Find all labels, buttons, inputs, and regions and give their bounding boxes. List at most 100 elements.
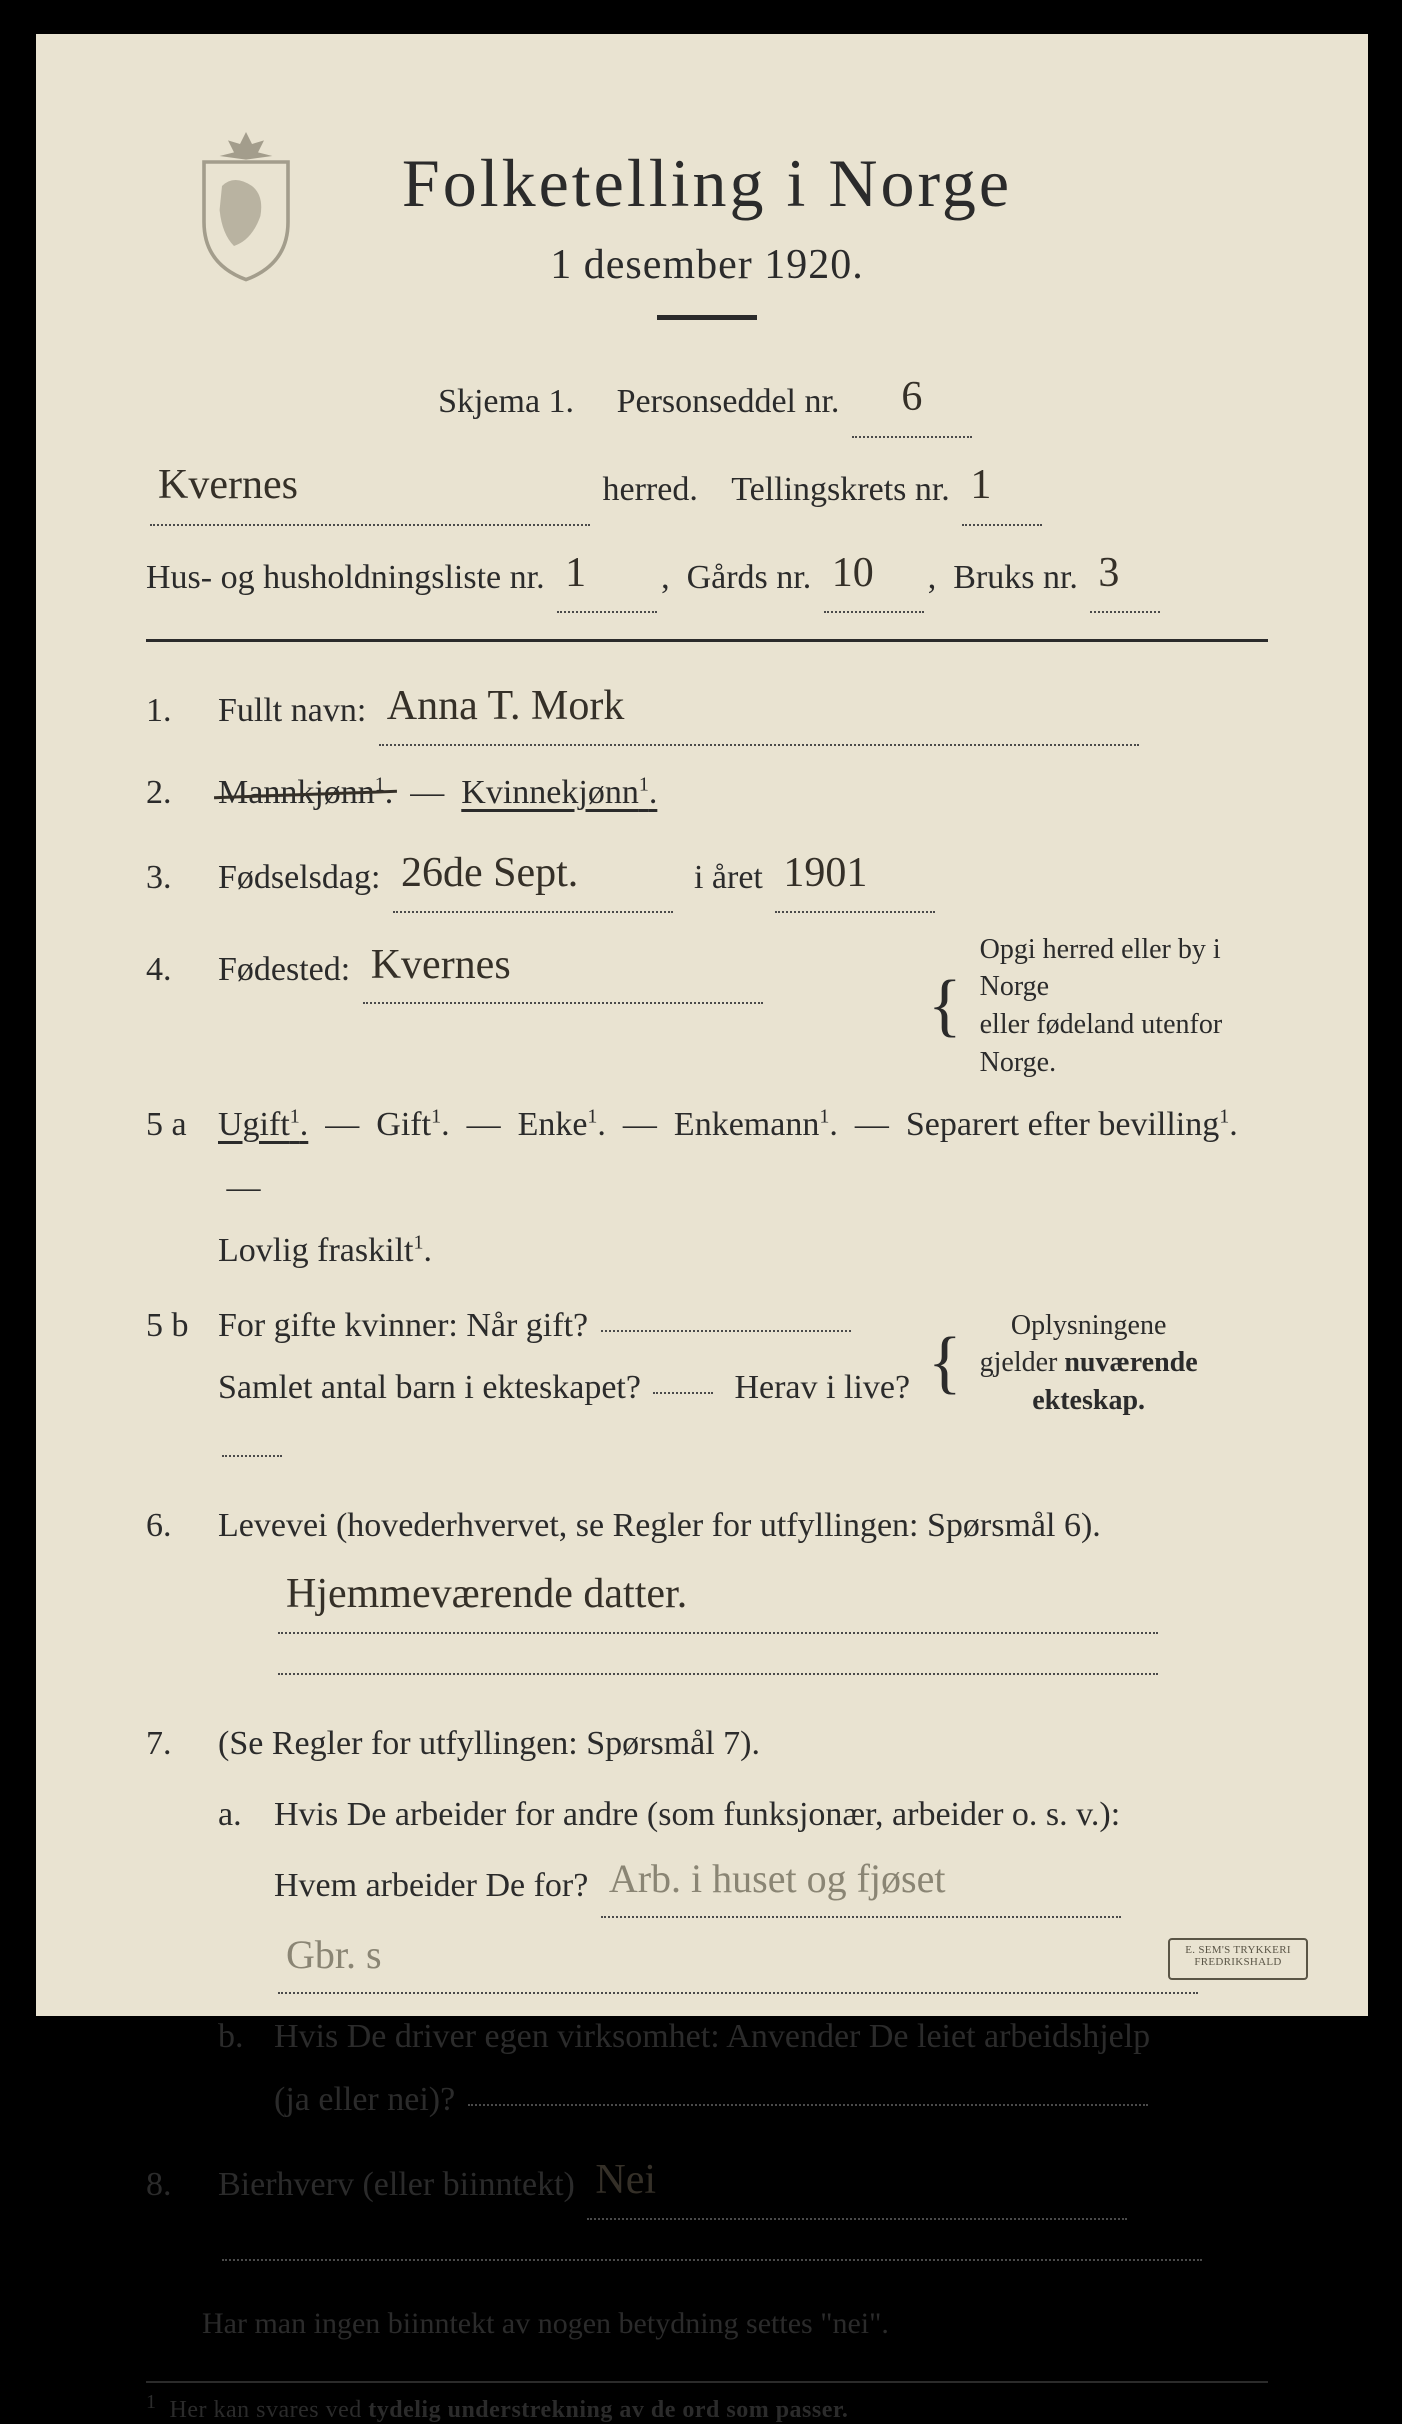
q1-num: 1. bbox=[146, 680, 198, 743]
stamp-l1: E. SEM'S TRYKKERI bbox=[1185, 1944, 1291, 1956]
q4-side-note: { Opgi herred eller by i Norge eller fød… bbox=[928, 931, 1268, 1082]
hus-line: Hus- og husholdningsliste nr. 1, Gårds n… bbox=[146, 536, 1268, 618]
gards-field: 10 bbox=[824, 532, 924, 614]
footnote-text: Her kan svares ved tydelig understreknin… bbox=[170, 2397, 849, 2423]
brace-icon: { bbox=[928, 973, 962, 1040]
q3-label: Fødselsdag: bbox=[218, 859, 380, 896]
header: Folketelling i Norge 1 desember 1920. bbox=[146, 144, 1268, 320]
q3-year-value: 1901 bbox=[775, 835, 875, 913]
q8-value: Nei bbox=[587, 2142, 664, 2220]
q4-label: Fødested: bbox=[218, 951, 350, 988]
q5b-l2b: Herav i live? bbox=[734, 1369, 910, 1406]
q7a-field-2: Gbr. s bbox=[278, 1918, 1198, 1994]
q5b-l2a: Samlet antal barn i ekteskapet? bbox=[218, 1369, 641, 1406]
q5b: 5 b { Oplysningene gjelder nuværende ekt… bbox=[146, 1295, 1268, 1484]
q7a-label: a. bbox=[218, 1784, 258, 1999]
herred-value: Kvernes bbox=[150, 446, 306, 526]
page-subtitle: 1 desember 1920. bbox=[146, 241, 1268, 289]
q5a-opt-1: Gift1. bbox=[376, 1106, 449, 1143]
herred-field: Kvernes bbox=[150, 444, 590, 526]
personseddel-value: 6 bbox=[893, 358, 930, 438]
hus-value: 1 bbox=[557, 534, 594, 614]
brace-icon: { bbox=[928, 1330, 962, 1397]
q4-note-1: Opgi herred eller by i Norge bbox=[980, 934, 1221, 1003]
q4-value: Kvernes bbox=[363, 927, 519, 1005]
footnote-marker: 1 bbox=[146, 2391, 157, 2413]
herred-line: Kvernes herred. Tellingskrets nr. 1 bbox=[146, 448, 1268, 530]
q3: 3. Fødselsdag: 26de Sept. i året 1901 bbox=[146, 837, 1268, 917]
q7a-field-1: Arb. i huset og fjøset bbox=[601, 1842, 1121, 1918]
q7a-l1: Hvis De arbeider for andre (som funksjon… bbox=[274, 1796, 1120, 1833]
footer-divider bbox=[146, 2381, 1268, 2383]
tellingskrets-label: Tellingskrets nr. bbox=[731, 471, 950, 508]
q5b-side-note: { Oplysningene gjelder nuværende ekteska… bbox=[928, 1307, 1268, 1420]
q1-label: Fullt navn: bbox=[218, 692, 366, 729]
bruks-value: 3 bbox=[1090, 534, 1127, 614]
q7-label: (Se Regler for utfyllingen: Spørsmål 7). bbox=[218, 1725, 760, 1762]
q6-label: Levevei (hovederhvervet, se Regler for u… bbox=[218, 1507, 1101, 1544]
q5b-num: 5 b bbox=[146, 1295, 198, 1358]
q1: 1. Fullt navn: Anna T. Mork bbox=[146, 670, 1268, 750]
q7b-l2: (ja eller nei)? bbox=[274, 2081, 455, 2118]
q5a: 5 a Ugift1. — Gift1. — Enke1. — Enkemann… bbox=[146, 1094, 1268, 1283]
census-form-page: Folketelling i Norge 1 desember 1920. Sk… bbox=[36, 34, 1368, 2016]
skjema-line: Skjema 1. Personseddel nr. 6 bbox=[146, 360, 1268, 442]
q5a-num: 5 a bbox=[146, 1094, 198, 1157]
q7: 7. (Se Regler for utfyllingen: Spørsmål … bbox=[146, 1713, 1268, 2133]
coat-of-arms-icon bbox=[186, 126, 306, 286]
q5b-live-field bbox=[222, 1455, 282, 1457]
stamp-l2: FREDRIKSHALD bbox=[1194, 1956, 1281, 1968]
q4-num: 4. bbox=[146, 939, 198, 1002]
q5b-barn-field bbox=[653, 1392, 713, 1394]
tellingskrets-value: 1 bbox=[962, 446, 999, 526]
personseddel-label: Personseddel nr. bbox=[617, 383, 840, 420]
q7b-label: b. bbox=[218, 2006, 258, 2132]
tellingskrets-field: 1 bbox=[962, 444, 1042, 526]
herred-label: herred. bbox=[603, 471, 698, 508]
q5b-l1: For gifte kvinner: Når gift? bbox=[218, 1307, 588, 1344]
q8-field-2 bbox=[222, 2259, 1202, 2261]
separator bbox=[146, 639, 1268, 642]
q5a-opt-3: Enkemann1. bbox=[674, 1106, 838, 1143]
q4: 4. { Opgi herred eller by i Norge eller … bbox=[146, 929, 1268, 1082]
q2-female: Kvinnekjønn1. bbox=[461, 774, 657, 811]
q5b-note-2: gjelder nuværende bbox=[980, 1347, 1198, 1378]
q6-field: Hjemmeværende datter. bbox=[278, 1554, 1158, 1634]
gards-label: Gårds nr. bbox=[687, 559, 812, 596]
q6-field-2 bbox=[278, 1673, 1158, 1675]
q5a-opt-2: Enke1. bbox=[518, 1106, 606, 1143]
q1-field: Anna T. Mork bbox=[379, 666, 1139, 746]
footnote: 1 Her kan svares ved tydelig understrekn… bbox=[146, 2391, 1268, 2424]
q2-male: Mannkjønn1. bbox=[218, 774, 393, 811]
q4-field: Kvernes bbox=[363, 925, 763, 1005]
gards-value: 10 bbox=[824, 534, 882, 614]
q7a-l2: Hvem arbeider De for? bbox=[274, 1867, 588, 1904]
header-rule bbox=[657, 315, 757, 320]
q3-day-field: 26de Sept. bbox=[393, 833, 673, 913]
q2-num: 2. bbox=[146, 762, 198, 825]
skjema-label: Skjema 1. bbox=[438, 383, 574, 420]
q7-num: 7. bbox=[146, 1713, 198, 1776]
q3-num: 3. bbox=[146, 847, 198, 910]
q7b-field bbox=[468, 2104, 1148, 2106]
printer-stamp: E. SEM'S TRYKKERI FREDRIKSHALD bbox=[1168, 1938, 1308, 1980]
footer-hint: Har man ingen biinntekt av nogen betydni… bbox=[146, 2307, 1268, 2341]
q7a-value-2: Gbr. s bbox=[278, 1918, 390, 1992]
q8-field: Nei bbox=[587, 2140, 1127, 2220]
page-title: Folketelling i Norge bbox=[146, 144, 1268, 223]
q6: 6. Levevei (hovederhvervet, se Regler fo… bbox=[146, 1495, 1268, 1700]
q3-day-value: 26de Sept. bbox=[393, 835, 586, 913]
q4-note-2: eller fødeland utenfor Norge. bbox=[980, 1009, 1223, 1078]
personseddel-field: 6 bbox=[852, 356, 972, 438]
q6-num: 6. bbox=[146, 1495, 198, 1558]
bruks-label: Bruks nr. bbox=[953, 559, 1078, 596]
q5b-note-3: ekteskap. bbox=[1032, 1385, 1145, 1416]
q5a-opt-4: Separert efter bevilling1. bbox=[906, 1106, 1238, 1143]
q5a-tail: Lovlig fraskilt1. bbox=[218, 1232, 432, 1269]
q7a-value-1: Arb. i huset og fjøset bbox=[601, 1842, 954, 1916]
q8-label: Bierhverv (eller biinntekt) bbox=[218, 2166, 575, 2203]
hus-label: Hus- og husholdningsliste nr. bbox=[146, 559, 545, 596]
q5a-opt-0: Ugift1. bbox=[218, 1106, 308, 1143]
q2: 2. Mannkjønn1. — Kvinnekjønn1. bbox=[146, 762, 1268, 825]
hus-field: 1 bbox=[557, 532, 657, 614]
